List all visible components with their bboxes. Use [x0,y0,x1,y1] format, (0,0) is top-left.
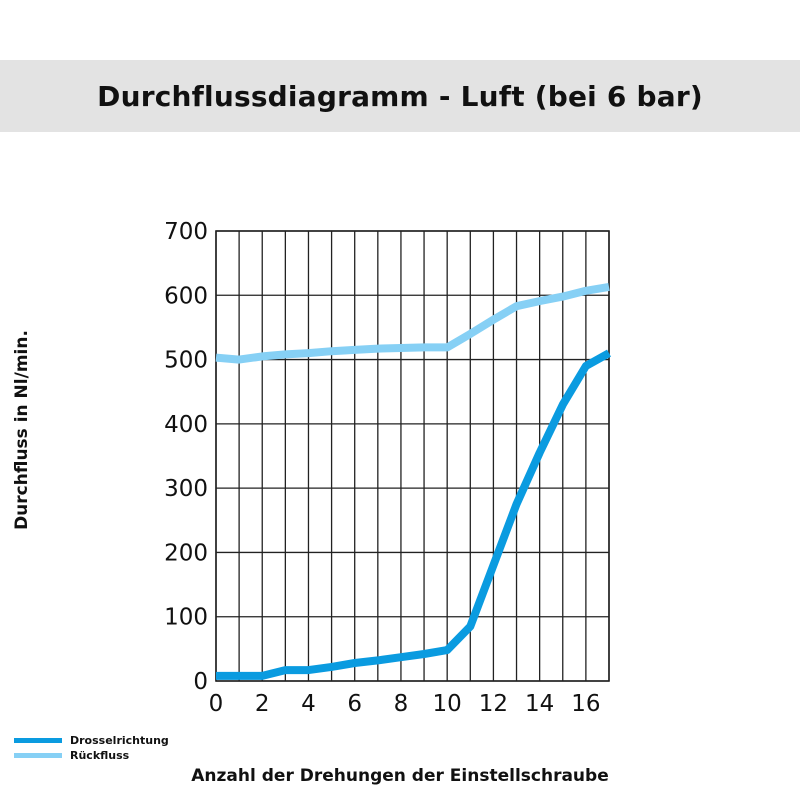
x-tick-label: 10 [433,691,462,717]
y-tick-label: 700 [164,219,208,245]
x-tick-label: 12 [479,691,508,717]
x-tick-label: 16 [571,691,600,717]
legend-item-drosselrichtung: Drosselrichtung [14,733,169,748]
legend-item-rueckfluss: Rückfluss [14,748,169,763]
x-tick-label: 4 [301,691,316,717]
legend: Drosselrichtung Rückfluss [14,733,169,763]
x-tick-label: 6 [347,691,362,717]
y-tick-label: 600 [164,283,208,309]
series-line-rueckfluss [215,282,610,364]
y-tick-label: 500 [164,348,208,374]
legend-label: Rückfluss [70,749,130,762]
y-tick-label: 300 [164,476,208,502]
x-tick-label: 8 [394,691,409,717]
legend-label: Drosselrichtung [70,734,169,747]
y-tick-label: 400 [164,412,208,438]
chart-title: Durchflussdiagramm - Luft (bei 6 bar) [97,79,703,113]
x-axis-label: Anzahl der Drehungen der Einstellschraub… [191,766,609,786]
y-tick-label: 100 [164,605,208,631]
y-tick-label: 200 [164,540,208,566]
series-line-drosselrichtung [216,349,611,680]
plot-frame [215,230,610,682]
x-tick-label: 14 [525,691,554,717]
x-tick-label: 2 [255,691,270,717]
legend-swatch-rueckfluss [14,753,62,758]
title-band: Durchflussdiagramm - Luft (bei 6 bar) [0,60,800,132]
x-tick-label: 0 [209,691,224,717]
y-tick-label: 0 [193,669,208,695]
legend-swatch-drosselrichtung [14,738,62,743]
